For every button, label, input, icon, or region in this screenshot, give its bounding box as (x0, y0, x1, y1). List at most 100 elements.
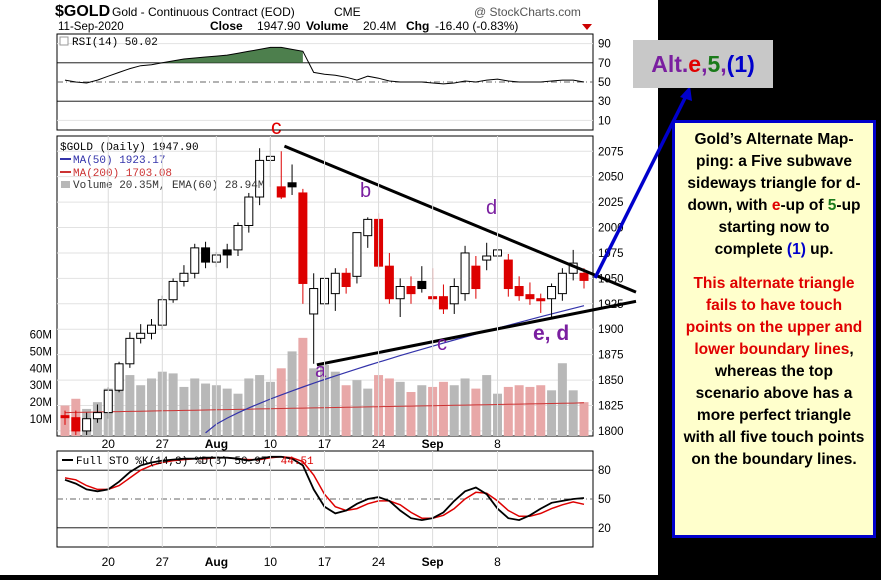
candle-body (395, 286, 405, 300)
volume-label: Volume 20.35M, EMA(60) 28.94M (73, 180, 264, 192)
volume-bar (471, 388, 481, 436)
volume-bar (287, 351, 297, 436)
price-tick-label: 2075 (598, 146, 624, 158)
stock-chart: $GOLD Gold - Continuous Contract (EOD) C… (30, 3, 637, 569)
note-p3-black: , whereas the top scenario above has a m… (683, 341, 865, 468)
wave-label-e-d: e, d (533, 322, 569, 345)
candle-body (449, 286, 459, 305)
volume-axis: 60M 50M 40M 30M 20M 10M (30, 329, 52, 426)
volume-tick-label: 60M (30, 329, 52, 341)
note-p1-seg-4: -up starting now to complete (714, 197, 861, 258)
price-tick-label: 1875 (598, 350, 624, 362)
sto-tick-label: 50 (598, 494, 611, 506)
candle-body (244, 196, 254, 226)
note-p1-seg-6: up. (805, 241, 834, 258)
candle-body (82, 418, 92, 432)
alt-five: 5 (707, 50, 721, 77)
ma200-label: MA(200) 1703.08 (73, 168, 172, 180)
volume-bar (503, 386, 513, 436)
volume-bar (168, 373, 178, 436)
chart-panel: $GOLD Gold - Continuous Contract (EOD) C… (0, 0, 658, 575)
wave-label-c-bottom: c (437, 333, 447, 355)
candle-body (417, 280, 427, 290)
volume-legend-swatch (61, 181, 70, 188)
close-value: 1947.90 (257, 19, 301, 33)
x-tick-label: 8 (494, 437, 501, 451)
price-x-axis: 20 27 Aug 10 17 24 Sep 8 (102, 136, 501, 451)
note-p1-seg-2: -up of (780, 197, 828, 214)
x-tick-label: 24 (372, 555, 386, 569)
volume-bar (125, 375, 135, 436)
x-tick-label: Aug (205, 555, 228, 569)
candle-body (547, 286, 557, 300)
arrow-head-icon (680, 86, 692, 101)
volume-bar (233, 393, 243, 436)
volume-bar (352, 380, 362, 436)
volume-tick-label: 40M (30, 363, 52, 375)
sto-label-black: Full STO %K(14,3) %D(3) 50.97, (76, 456, 274, 468)
alt-sep1: , (701, 50, 708, 77)
candle-body (341, 272, 351, 288)
candle-body (384, 265, 394, 300)
volume-bar (255, 375, 265, 436)
x-tick-label: 27 (156, 555, 170, 569)
candle-body (92, 412, 102, 420)
rsi-collapse-icon[interactable] (59, 36, 69, 46)
x-tick-label: Sep (422, 555, 444, 569)
chart-date: 11-Sep-2020 (58, 21, 124, 33)
alt-one: (1) (726, 50, 755, 77)
ma50-label: MA(50) 1923.17 (73, 155, 165, 167)
candle-body (179, 272, 189, 282)
volume-bar (406, 392, 416, 436)
alt-prefix: Alt. (651, 50, 689, 77)
note-p1-seg-0: Gold’s Alternate Map-ping: a Five subwav… (687, 131, 861, 214)
triangle-boundary-line (283, 144, 637, 294)
chart-name: Gold - Continuous Contract (EOD) (112, 5, 295, 19)
x-tick-label: 27 (156, 437, 170, 451)
volume-bar (276, 368, 286, 436)
candle-body (503, 259, 513, 290)
rsi-line (64, 46, 585, 85)
price-axis: 2075 2050 2025 2000 1975 1950 1925 1900 1875 1850… (598, 146, 624, 438)
price-tick-label: 1825 (598, 400, 624, 412)
price-tick-label: 1850 (598, 375, 624, 387)
candle-body (147, 324, 156, 334)
note-p1-seg-1: e (771, 197, 781, 214)
alt-e: e (688, 50, 702, 77)
candle-body (471, 265, 481, 290)
price-tick-label: 2000 (598, 223, 624, 235)
candle-body (222, 249, 232, 256)
note-p1-seg-5: (1) (786, 241, 806, 258)
note-paragraph-1: Gold’s Alternate Map-ping: a Five subwav… (683, 129, 865, 261)
wave-label-c-top: c (271, 116, 282, 139)
volume-bar (438, 381, 448, 436)
price-label: $GOLD (Daily) 1947.90 (60, 142, 199, 154)
volume-bar (147, 378, 156, 436)
candle-body (168, 280, 178, 301)
candle-body (460, 252, 470, 295)
price-tick-label: 1975 (598, 248, 624, 260)
volume-bar (514, 385, 524, 436)
volume-tick-label: 30M (30, 380, 52, 392)
volume-bar (363, 388, 373, 436)
x-tick-label: 17 (318, 437, 332, 451)
price-tick-label: 1925 (598, 299, 624, 311)
triangle-boundary-line (316, 299, 637, 367)
volume-bar (536, 385, 546, 436)
x-tick-label: Aug (205, 437, 228, 451)
candle-body (233, 224, 243, 251)
volume-bar (114, 380, 124, 436)
candle-body (330, 272, 340, 295)
sto-tick-label: 20 (598, 523, 611, 535)
candle-body (536, 298, 546, 302)
candle-body (71, 417, 81, 432)
rsi-tick-label: 30 (598, 96, 611, 108)
volume-tick-label: 20M (30, 397, 52, 409)
candle-body (309, 288, 319, 315)
alt-scenario-box: Alt. e , 5 , (1) (633, 40, 773, 88)
candle-body (255, 159, 265, 198)
volume-bar (525, 386, 535, 436)
rsi-tick-label: 50 (598, 77, 611, 89)
candle-body (406, 286, 416, 295)
volume-bar (136, 385, 146, 436)
